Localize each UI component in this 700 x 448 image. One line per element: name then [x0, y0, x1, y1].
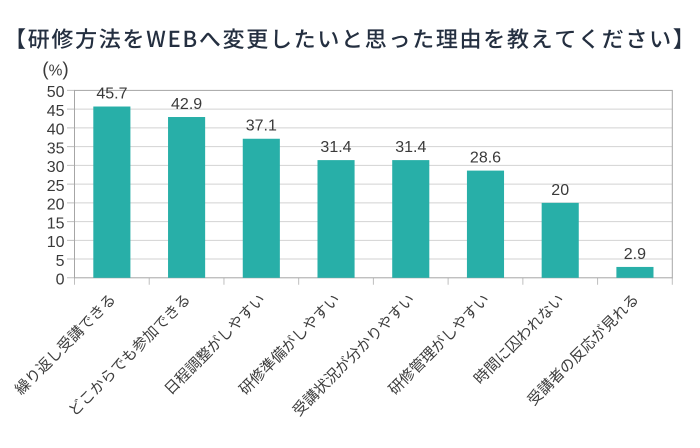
svg-text:31.4: 31.4 — [320, 139, 351, 156]
svg-text:0: 0 — [56, 272, 65, 289]
svg-text:25: 25 — [47, 178, 65, 195]
svg-text:10: 10 — [47, 234, 65, 251]
svg-text:37.1: 37.1 — [246, 118, 277, 135]
svg-text:5: 5 — [56, 253, 65, 270]
svg-text:15: 15 — [47, 215, 65, 232]
svg-text:20: 20 — [47, 197, 65, 214]
svg-text:30: 30 — [47, 159, 65, 176]
svg-text:50: 50 — [47, 84, 65, 101]
svg-text:20: 20 — [551, 182, 569, 199]
svg-text:42.9: 42.9 — [171, 96, 202, 113]
svg-text:35: 35 — [47, 140, 65, 157]
svg-text:31.4: 31.4 — [395, 139, 426, 156]
svg-text:2.9: 2.9 — [624, 246, 646, 263]
svg-text:45: 45 — [47, 103, 65, 120]
svg-text:): ) — [62, 59, 68, 80]
svg-text:(: ( — [42, 59, 49, 80]
svg-text:45.7: 45.7 — [96, 86, 127, 103]
svg-text:%: % — [49, 63, 63, 80]
svg-text:28.6: 28.6 — [470, 150, 501, 167]
svg-text:40: 40 — [47, 122, 65, 139]
